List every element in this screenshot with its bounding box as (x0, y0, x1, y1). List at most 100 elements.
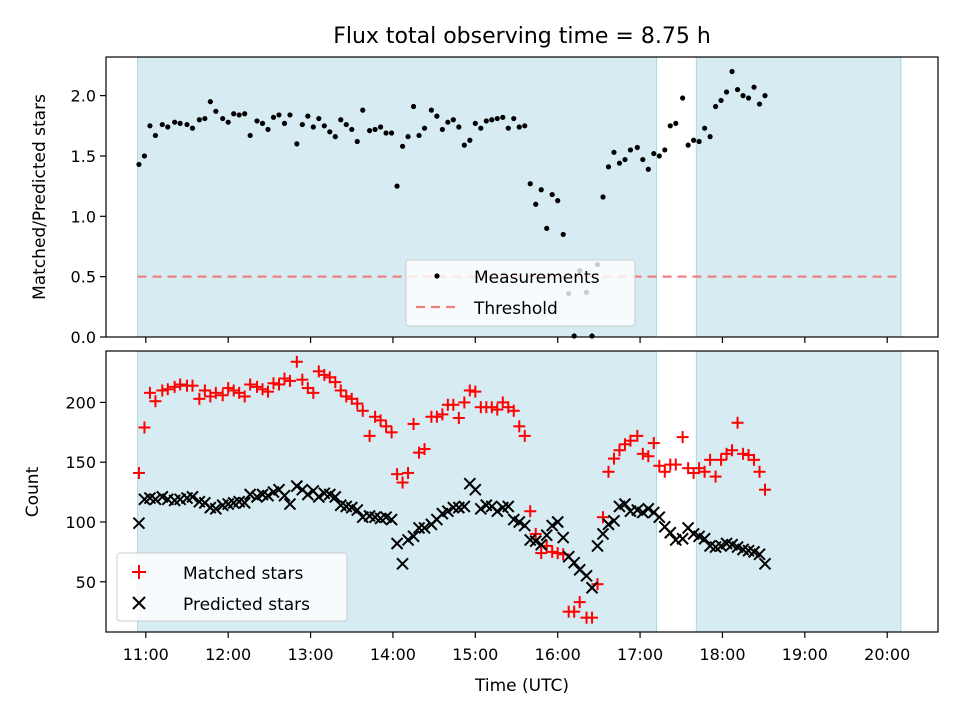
matched-star-point (447, 398, 460, 411)
x-tick-label: 19:00 (782, 645, 828, 664)
predicted-star-point (243, 488, 257, 501)
predicted-star-point (664, 526, 677, 539)
matched-star-point (491, 403, 504, 416)
matched-star-point (613, 444, 626, 457)
measurement-point (343, 121, 349, 128)
matched-star-point (726, 444, 739, 457)
measurement-point (489, 117, 495, 123)
measurement-point (349, 126, 355, 133)
matched-star-point (731, 416, 744, 429)
measurement-point (287, 112, 293, 118)
predicted-star-point (149, 493, 162, 506)
matched-star-point (737, 447, 750, 460)
matched-star-point (573, 596, 586, 609)
predicted-star-point (540, 528, 553, 542)
measurement-point (265, 126, 271, 133)
measurement-point (332, 134, 338, 140)
predicted-star-point (676, 532, 689, 545)
matched-star-point (351, 397, 364, 410)
measurement-point (360, 107, 366, 113)
x-tick-label: 18:00 (699, 645, 745, 664)
matched-star-point (278, 372, 291, 385)
predicted-star-point (596, 527, 610, 541)
measurement-point (734, 86, 741, 93)
matched-star-point (607, 452, 620, 465)
matched-star-point (238, 390, 251, 403)
matched-star-point (272, 378, 285, 391)
matched-star-point (452, 411, 465, 424)
predicted-star-point (209, 502, 223, 516)
measurement-point (702, 125, 708, 131)
matched-star-point (374, 414, 387, 427)
predicted-stars-points (132, 477, 772, 594)
matched-star-point (430, 410, 443, 423)
measurement-point (338, 117, 344, 123)
measurement-point (276, 112, 282, 118)
measurement-point (756, 101, 763, 107)
measurement-point (299, 121, 305, 128)
measurement-point (745, 95, 752, 101)
measurement-point (461, 142, 467, 148)
measurement-point (281, 120, 288, 126)
predicted-star-point (491, 505, 504, 518)
matched-star-point (380, 420, 393, 433)
matched-star-point (669, 458, 682, 471)
y-tick-label: 0.5 (71, 268, 96, 287)
matched-star-point (209, 386, 222, 399)
measurement-point (254, 118, 260, 124)
measurement-point (439, 126, 445, 133)
measurement-point (225, 119, 231, 125)
matched-star-point (642, 450, 655, 463)
predicted-star-point (698, 532, 711, 545)
matched-star-point (168, 380, 181, 393)
matched-star-point (458, 396, 471, 409)
x-tick-label: 11:00 (123, 645, 169, 664)
matched-star-point (340, 390, 353, 403)
top-legend-box (405, 259, 636, 327)
predicted-star-point (529, 534, 542, 548)
x-tick-label: 20:00 (864, 645, 910, 664)
matched-star-point (256, 383, 269, 396)
matched-star-point (307, 386, 320, 399)
measurement-point (712, 103, 719, 110)
threshold-legend-label: Threshold (473, 299, 558, 319)
measurement-point (472, 120, 478, 126)
predicted-star-point (556, 531, 570, 544)
measurement-point (327, 129, 333, 135)
bottom-x-axis: 11:00 12:00 13:00 14:00 15:00 16:00 17:00 18:00… (123, 632, 910, 664)
matched-star-point (149, 395, 162, 408)
measurement-point (511, 115, 517, 122)
y-tick-label: 50 (76, 573, 96, 592)
matched-star-point (463, 384, 476, 397)
matched-star-point (715, 453, 728, 466)
matched-star-point (704, 453, 717, 466)
measurement-point (467, 137, 473, 143)
measurement-point (549, 191, 555, 198)
predicted-star-point (407, 530, 420, 543)
matched-star-point (507, 404, 520, 417)
matched-star-point (391, 468, 404, 481)
measurement-point (434, 113, 440, 119)
measurement-point (394, 183, 400, 189)
matched-star-point (469, 385, 482, 398)
shaded-interval (695, 56, 902, 338)
predicted-stars-legend-label: Predicted stars (183, 595, 310, 615)
matched-star-point (318, 368, 331, 381)
x-tick-label: 13:00 (288, 645, 334, 664)
predicted-star-point (441, 505, 455, 518)
predicted-star-point (618, 497, 632, 511)
predicted-star-point (278, 489, 291, 502)
matched-star-point (296, 373, 309, 386)
matched-star-point (156, 384, 169, 397)
predicted-stars-legend-marker (132, 596, 146, 610)
matched-star-point (407, 417, 420, 430)
predicted-star-point (132, 516, 146, 530)
measurement-point (172, 119, 178, 125)
measurement-point (645, 166, 651, 172)
measurement-point (202, 115, 208, 122)
y-tick-label: 2.0 (71, 87, 96, 106)
measurement-point (544, 225, 550, 231)
matched-star-point (676, 431, 689, 444)
measurement-point (136, 161, 142, 168)
measurement-point (605, 164, 612, 170)
